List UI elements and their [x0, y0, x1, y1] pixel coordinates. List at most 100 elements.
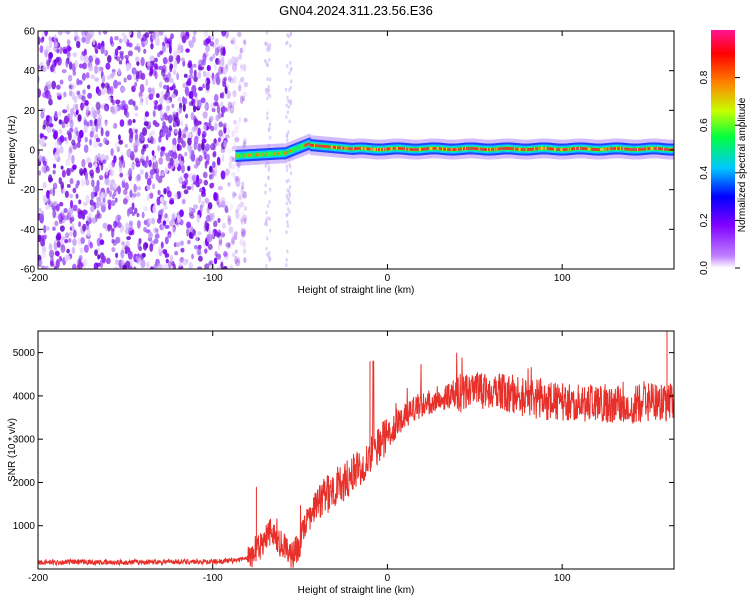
spectrogram-noise-point [233, 141, 237, 149]
colorbar-tick-label: 0.6 [699, 118, 710, 132]
spectrogram-faint-point [286, 224, 290, 229]
spectrogram-noise-point [243, 40, 247, 46]
spectrogram-noise-point [70, 167, 75, 173]
spectrogram-faint-point [267, 143, 271, 148]
spectrogram-noise-point [153, 104, 158, 110]
spectrogram-noise-point [107, 199, 112, 205]
spectrogram-noise-point [166, 130, 172, 138]
spectrogram-noise-point [45, 166, 50, 172]
spectrogram-faint-point [287, 105, 291, 110]
spectrogram-noise-point [100, 45, 105, 54]
spectrogram-noise-point [164, 114, 170, 121]
spectrogram-noise-point [100, 161, 104, 171]
spectrogram-noise-point [100, 83, 106, 88]
spectrogram-noise-point [82, 258, 88, 266]
spectrogram-faint-point [266, 111, 269, 116]
spectrogram-noise-point [213, 94, 219, 103]
spectrogram-noise-point [185, 90, 189, 97]
spectrogram-faint-point [289, 164, 292, 169]
spectrogram-noise-point [212, 151, 216, 158]
spectrogram-noise-point [136, 61, 140, 66]
spectrogram-noise-point [48, 98, 53, 106]
spectrogram-noise-point [114, 48, 119, 57]
spectrogram-noise-point [231, 130, 235, 138]
spectrogram-noise-point [114, 36, 119, 41]
spectrogram-noise-point [213, 220, 218, 228]
spectrogram-y-tick-label: -20 [21, 185, 36, 196]
snr-y-tick-label: 3000 [13, 435, 36, 446]
spectrogram-noise-point [152, 205, 157, 214]
spectrogram-noise-point [220, 197, 226, 202]
spectrogram-noise-point [243, 138, 247, 144]
spectrogram-noise-point [179, 240, 184, 246]
spectrogram-noise-point [209, 260, 214, 266]
spectrogram-noise-point [122, 177, 126, 182]
spectrogram-noise-point [205, 45, 211, 52]
spectrogram-noise-point [125, 260, 131, 268]
spectrogram-noise-point [236, 121, 240, 130]
spectrogram-y-tick-label: 60 [24, 27, 36, 38]
colorbar-tick-label: 0.0 [699, 261, 710, 275]
spectrogram-noise-point [78, 63, 84, 69]
spectrogram-noise-point [104, 82, 110, 89]
spectrogram-noise-point [169, 255, 174, 262]
spectrogram-noise-point [106, 187, 110, 195]
spectrogram-noise-point [56, 241, 61, 248]
spectrogram-noise-point [157, 145, 161, 152]
spectrogram-faint-point [266, 96, 269, 101]
spectrogram-noise-point [116, 106, 121, 112]
spectrogram-faint-point [285, 138, 289, 143]
spectrogram-noise-point [213, 62, 217, 71]
spectrogram-noise-point [191, 85, 196, 94]
spectrogram-noise-point [101, 75, 106, 83]
spectrogram-noise-point [66, 104, 70, 112]
spectrogram-noise-point [234, 255, 238, 265]
spectrogram-noise-point [52, 169, 56, 175]
spectrogram-noise-point [120, 249, 125, 259]
spectrogram-noise-point [188, 261, 193, 269]
spectrogram-noise-point [41, 250, 46, 259]
spectrogram-noise-point [196, 266, 203, 269]
spectrogram-x-tick-label: -200 [28, 273, 48, 284]
spectrogram-noise-point [226, 90, 231, 99]
spectrogram-noise-point [220, 261, 224, 269]
spectrogram-noise-point [222, 123, 227, 128]
spectrogram-noise-point [183, 173, 189, 179]
spectrogram-noise-point [79, 247, 84, 254]
spectrogram-noise-point [187, 77, 192, 86]
spectrogram-noise-point [181, 198, 186, 205]
spectrogram-noise-point [125, 222, 129, 231]
spectrogram-faint-point [268, 122, 272, 127]
spectrogram-noise-point [188, 39, 192, 47]
spectrogram-noise-point [154, 100, 158, 106]
spectrogram-noise-point [76, 130, 79, 137]
spectrogram-x-label: Height of straight line (km) [298, 285, 415, 296]
spectrogram-noise-point [234, 175, 239, 183]
spectrogram-noise-point [240, 218, 244, 224]
spectrogram-noise-point [193, 204, 199, 210]
spectrogram-noise-point [90, 191, 95, 200]
spectrogram-noise-point [242, 95, 246, 102]
spectrogram-noise-point [80, 102, 84, 111]
spectrogram-noise-point [218, 66, 224, 75]
spectrogram-noise-point [99, 239, 105, 246]
spectrogram-noise-point [160, 171, 165, 177]
spectrogram-noise-point [242, 39, 247, 44]
spectrogram-noise-point [134, 105, 139, 111]
spectrogram-noise-point [209, 41, 215, 47]
spectrogram-noise-point [81, 31, 85, 37]
spectrogram-noise-point [97, 66, 101, 73]
spectrogram-noise-point [59, 46, 63, 55]
spectrogram-noise-point [180, 120, 184, 127]
spectrogram-noise-point [59, 146, 64, 154]
spectrogram-noise-point [240, 186, 244, 193]
spectrogram-noise-point [173, 59, 178, 69]
spectrogram-noise-point [77, 114, 82, 122]
spectrogram-noise-point [111, 228, 115, 238]
spectrogram-noise-point [223, 140, 228, 148]
spectrogram-noise-point [227, 182, 231, 188]
spectrogram-noise-point [224, 134, 230, 139]
spectrogram-noise-point [155, 172, 160, 181]
spectrogram-noise-point [168, 260, 172, 269]
spectrogram-noise-point [237, 194, 242, 201]
